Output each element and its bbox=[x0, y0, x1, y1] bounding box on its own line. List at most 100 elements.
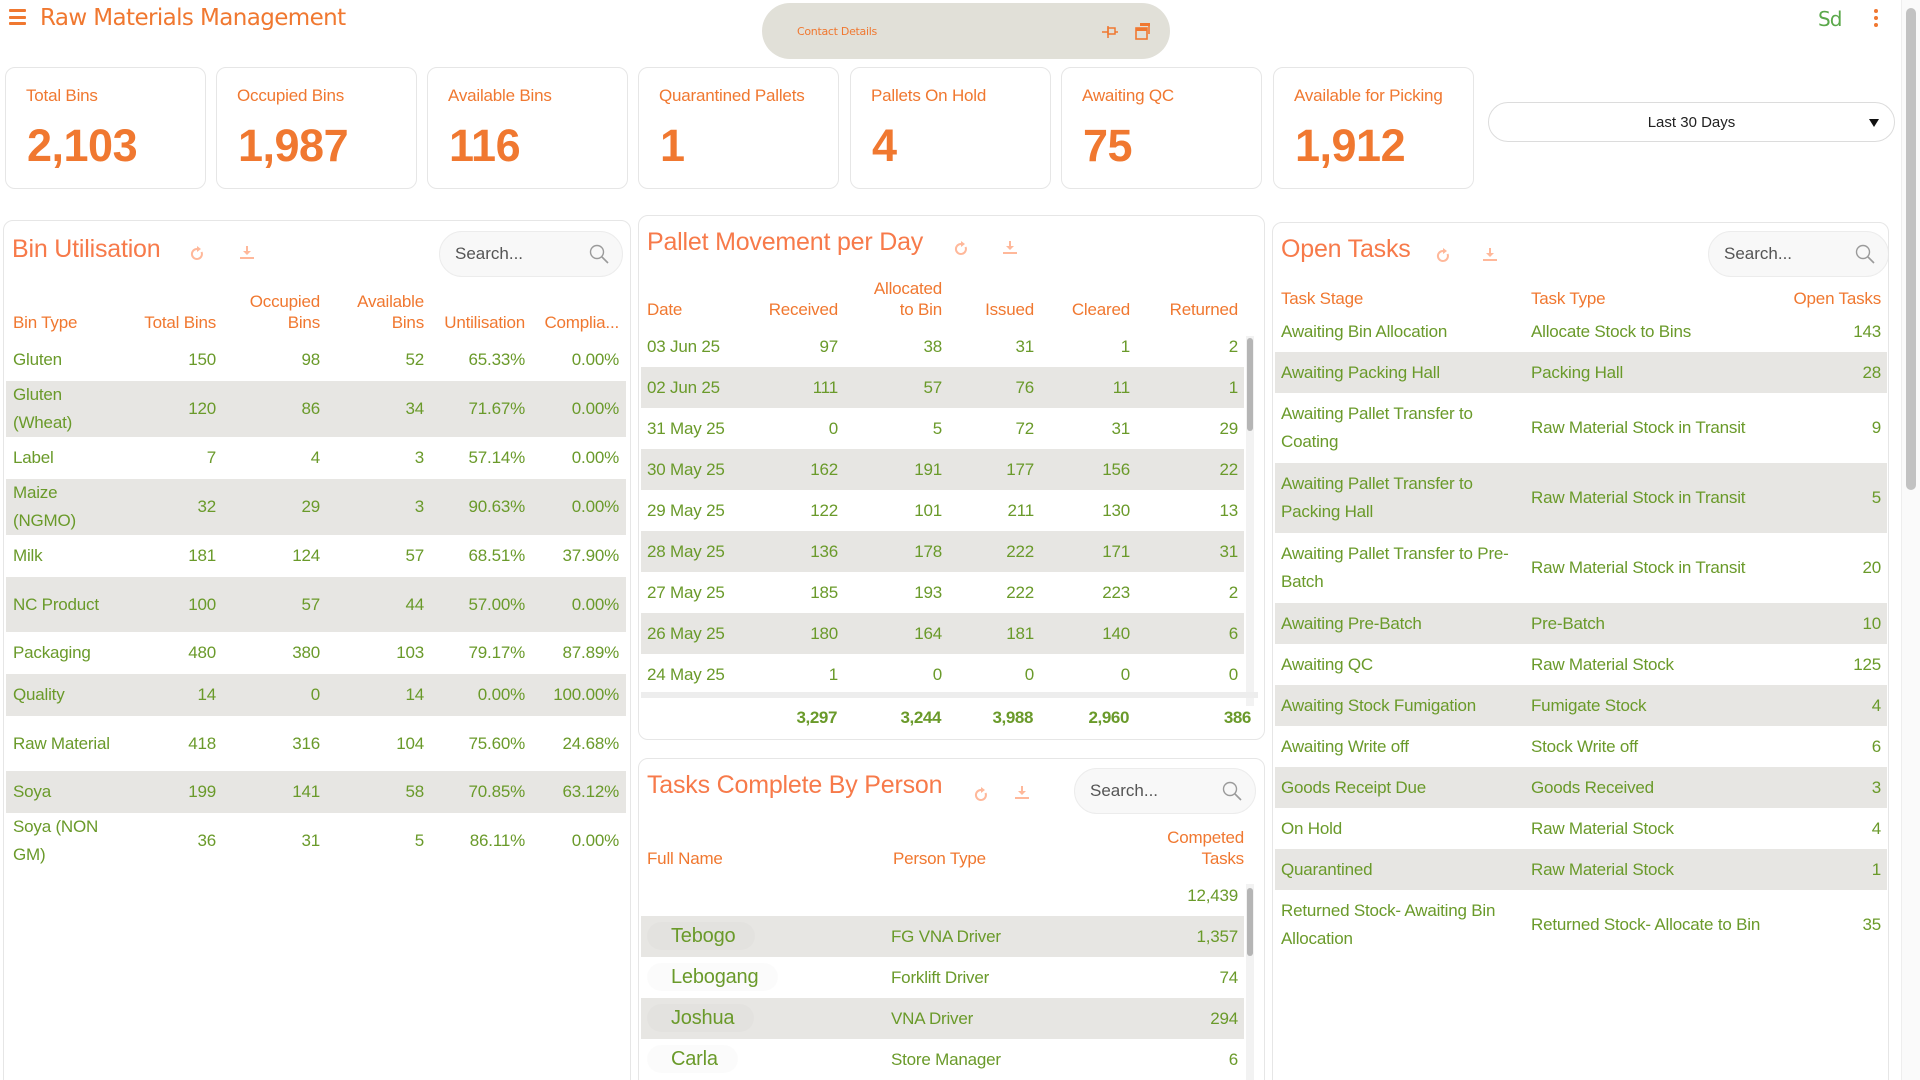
search-input[interactable] bbox=[1090, 781, 1210, 801]
search-box[interactable] bbox=[1708, 231, 1888, 277]
table-row[interactable]: Gluten (Wheat) 120 86 34 71.67% 0.00% bbox=[6, 381, 626, 437]
table-row[interactable]: Milk 181 124 57 68.51% 37.90% bbox=[6, 535, 626, 577]
table-row[interactable]: Awaiting Pre-Batch Pre-Batch 10 bbox=[1275, 603, 1887, 644]
kpi-pallets-on-hold[interactable]: Pallets On Hold 4 bbox=[850, 67, 1051, 189]
scrollbar-thumb[interactable] bbox=[1247, 888, 1253, 956]
table-row[interactable]: 03 Jun 25 97 38 31 1 2 bbox=[641, 326, 1244, 367]
col-full-name[interactable]: Full Name bbox=[647, 849, 723, 868]
cell-date: 28 May 25 bbox=[641, 531, 761, 572]
hamburger-icon[interactable] bbox=[9, 9, 26, 25]
col-task-stage[interactable]: Task Stage bbox=[1281, 289, 1364, 308]
col-available-bins[interactable]: Available Bins bbox=[327, 291, 431, 339]
table-row[interactable]: Soya 199 141 58 70.85% 63.12% bbox=[6, 771, 626, 813]
col-compliance[interactable]: Complia... bbox=[544, 313, 619, 332]
restore-window-icon[interactable] bbox=[1135, 22, 1151, 40]
search-icon[interactable] bbox=[1221, 780, 1243, 802]
download-icon[interactable] bbox=[1014, 784, 1030, 800]
table-row[interactable]: 30 May 25 162 191 177 156 22 bbox=[641, 449, 1244, 490]
search-icon[interactable] bbox=[1854, 243, 1876, 265]
table-row[interactable]: Label 7 4 3 57.14% 0.00% bbox=[6, 437, 626, 479]
refresh-icon[interactable] bbox=[1435, 248, 1451, 264]
table-row[interactable]: Joshua VNA Driver 294 bbox=[641, 998, 1244, 1039]
table-row[interactable]: Lebogang Forklift Driver 74 bbox=[641, 957, 1244, 998]
download-icon[interactable] bbox=[239, 244, 255, 260]
person-name-chip[interactable]: Carla bbox=[671, 1048, 718, 1070]
table-row[interactable]: Raw Material 418 316 104 75.60% 24.68% bbox=[6, 716, 626, 771]
user-avatar-initials[interactable]: Sd bbox=[1818, 7, 1842, 31]
search-box[interactable] bbox=[1074, 768, 1256, 814]
refresh-icon[interactable] bbox=[973, 787, 989, 803]
kpi-awaiting-qc[interactable]: Awaiting QC 75 bbox=[1061, 67, 1262, 189]
table-scrollbar[interactable] bbox=[1246, 336, 1254, 706]
kpi-available-for-picking[interactable]: Available for Picking 1,912 bbox=[1273, 67, 1474, 189]
cell-issued: 181 bbox=[948, 613, 1040, 654]
table-scrollbar[interactable] bbox=[1246, 884, 1254, 1080]
person-name-chip[interactable]: Joshua bbox=[671, 1007, 735, 1029]
table-row[interactable]: 27 May 25 185 193 222 223 2 bbox=[641, 572, 1244, 613]
col-received[interactable]: Received bbox=[768, 300, 838, 319]
table-row[interactable]: Soya (NON GM) 36 31 5 86.11% 0.00% bbox=[6, 813, 626, 869]
table-row[interactable]: 02 Jun 25 111 57 76 11 1 bbox=[641, 367, 1244, 408]
table-row[interactable]: Packaging 480 380 103 79.17% 87.89% bbox=[6, 632, 626, 674]
kebab-menu-icon[interactable] bbox=[1872, 9, 1880, 27]
table-row[interactable]: 26 May 25 180 164 181 140 6 bbox=[641, 613, 1244, 654]
col-total-bins[interactable]: Total Bins bbox=[144, 313, 216, 332]
table-row[interactable]: Maize (NGMO) 32 29 3 90.63% 0.00% bbox=[6, 479, 626, 535]
col-open-tasks[interactable]: Open Tasks bbox=[1793, 289, 1882, 308]
page-scrollbar[interactable] bbox=[1901, 0, 1920, 1080]
refresh-icon[interactable] bbox=[189, 246, 205, 262]
kpi-quarantined-pallets[interactable]: Quarantined Pallets 1 bbox=[638, 67, 839, 189]
table-row[interactable]: Awaiting QC Raw Material Stock 125 bbox=[1275, 644, 1887, 685]
kpi-available-bins[interactable]: Available Bins 116 bbox=[427, 67, 628, 189]
search-input[interactable] bbox=[455, 244, 575, 264]
col-cleared[interactable]: Cleared bbox=[1071, 300, 1130, 319]
cell-person-type: Forklift Driver bbox=[891, 967, 990, 987]
table-row[interactable]: On Hold Raw Material Stock 4 bbox=[1275, 808, 1887, 849]
table-row[interactable]: 24 May 25 1 0 0 0 0 bbox=[641, 654, 1244, 695]
table-row[interactable]: Awaiting Stock Fumigation Fumigate Stock… bbox=[1275, 685, 1887, 726]
cell-utilisation: 57.14% bbox=[468, 448, 526, 467]
kpi-occupied-bins[interactable]: Occupied Bins 1,987 bbox=[216, 67, 417, 189]
table-row[interactable]: Awaiting Packing Hall Packing Hall 28 bbox=[1275, 352, 1887, 393]
table-row[interactable]: 31 May 25 0 5 72 31 29 bbox=[641, 408, 1244, 449]
download-icon[interactable] bbox=[1002, 239, 1018, 255]
col-allocated[interactable]: Allocated to Bin bbox=[844, 278, 948, 326]
table-row[interactable]: Gluten 150 98 52 65.33% 0.00% bbox=[6, 339, 626, 381]
scrollbar-thumb[interactable] bbox=[1247, 338, 1253, 431]
col-returned[interactable]: Returned bbox=[1169, 300, 1239, 319]
table-row[interactable]: Returned Stock- Awaiting Bin Allocation … bbox=[1275, 890, 1887, 960]
col-task-type[interactable]: Task Type bbox=[1531, 289, 1606, 308]
col-date[interactable]: Date bbox=[647, 300, 683, 319]
search-box[interactable] bbox=[439, 231, 623, 277]
table-row[interactable]: 29 May 25 122 101 211 130 13 bbox=[641, 490, 1244, 531]
col-issued[interactable]: Issued bbox=[985, 300, 1034, 319]
col-person-type[interactable]: Person Type bbox=[893, 849, 986, 868]
col-completed-tasks[interactable]: Competed Tasks bbox=[1125, 827, 1244, 875]
date-range-select[interactable]: Last 30 Days bbox=[1488, 102, 1895, 142]
table-row[interactable]: Awaiting Pallet Transfer to Pre-Batch Ra… bbox=[1275, 533, 1887, 603]
contact-details-bar[interactable]: Contact Details bbox=[762, 3, 1170, 59]
table-row[interactable]: Tebogo FG VNA Driver 1,357 bbox=[641, 916, 1244, 957]
kpi-total-bins[interactable]: Total Bins 2,103 bbox=[5, 67, 206, 189]
table-row[interactable]: NC Product 100 57 44 57.00% 0.00% bbox=[6, 577, 626, 632]
table-row[interactable]: Goods Receipt Due Goods Received 3 bbox=[1275, 767, 1887, 808]
refresh-icon[interactable] bbox=[953, 241, 969, 257]
table-row[interactable]: Quarantined Raw Material Stock 1 bbox=[1275, 849, 1887, 890]
table-row[interactable]: Awaiting Pallet Transfer to Packing Hall… bbox=[1275, 463, 1887, 533]
download-icon[interactable] bbox=[1482, 246, 1498, 262]
table-row[interactable]: 28 May 25 136 178 222 171 31 bbox=[641, 531, 1244, 572]
table-row[interactable]: Carla Store Manager 6 bbox=[641, 1039, 1244, 1080]
person-name-chip[interactable]: Lebogang bbox=[671, 966, 759, 988]
search-input[interactable] bbox=[1724, 244, 1844, 264]
table-row[interactable]: Quality 14 0 14 0.00% 100.00% bbox=[6, 674, 626, 716]
table-row[interactable]: Awaiting Write off Stock Write off 6 bbox=[1275, 726, 1887, 767]
search-icon[interactable] bbox=[588, 243, 610, 265]
col-occupied-bins[interactable]: Occupied Bins bbox=[223, 291, 327, 339]
person-name-chip[interactable]: Tebogo bbox=[671, 925, 736, 947]
pin-icon[interactable] bbox=[1102, 25, 1118, 39]
col-utilisation[interactable]: Untilisation bbox=[444, 313, 525, 332]
scrollbar-thumb[interactable] bbox=[1906, 8, 1916, 490]
table-row[interactable]: Awaiting Bin Allocation Allocate Stock t… bbox=[1275, 311, 1887, 352]
table-row[interactable]: Awaiting Pallet Transfer to Coating Raw … bbox=[1275, 393, 1887, 463]
col-bin-type[interactable]: Bin Type bbox=[13, 313, 78, 332]
